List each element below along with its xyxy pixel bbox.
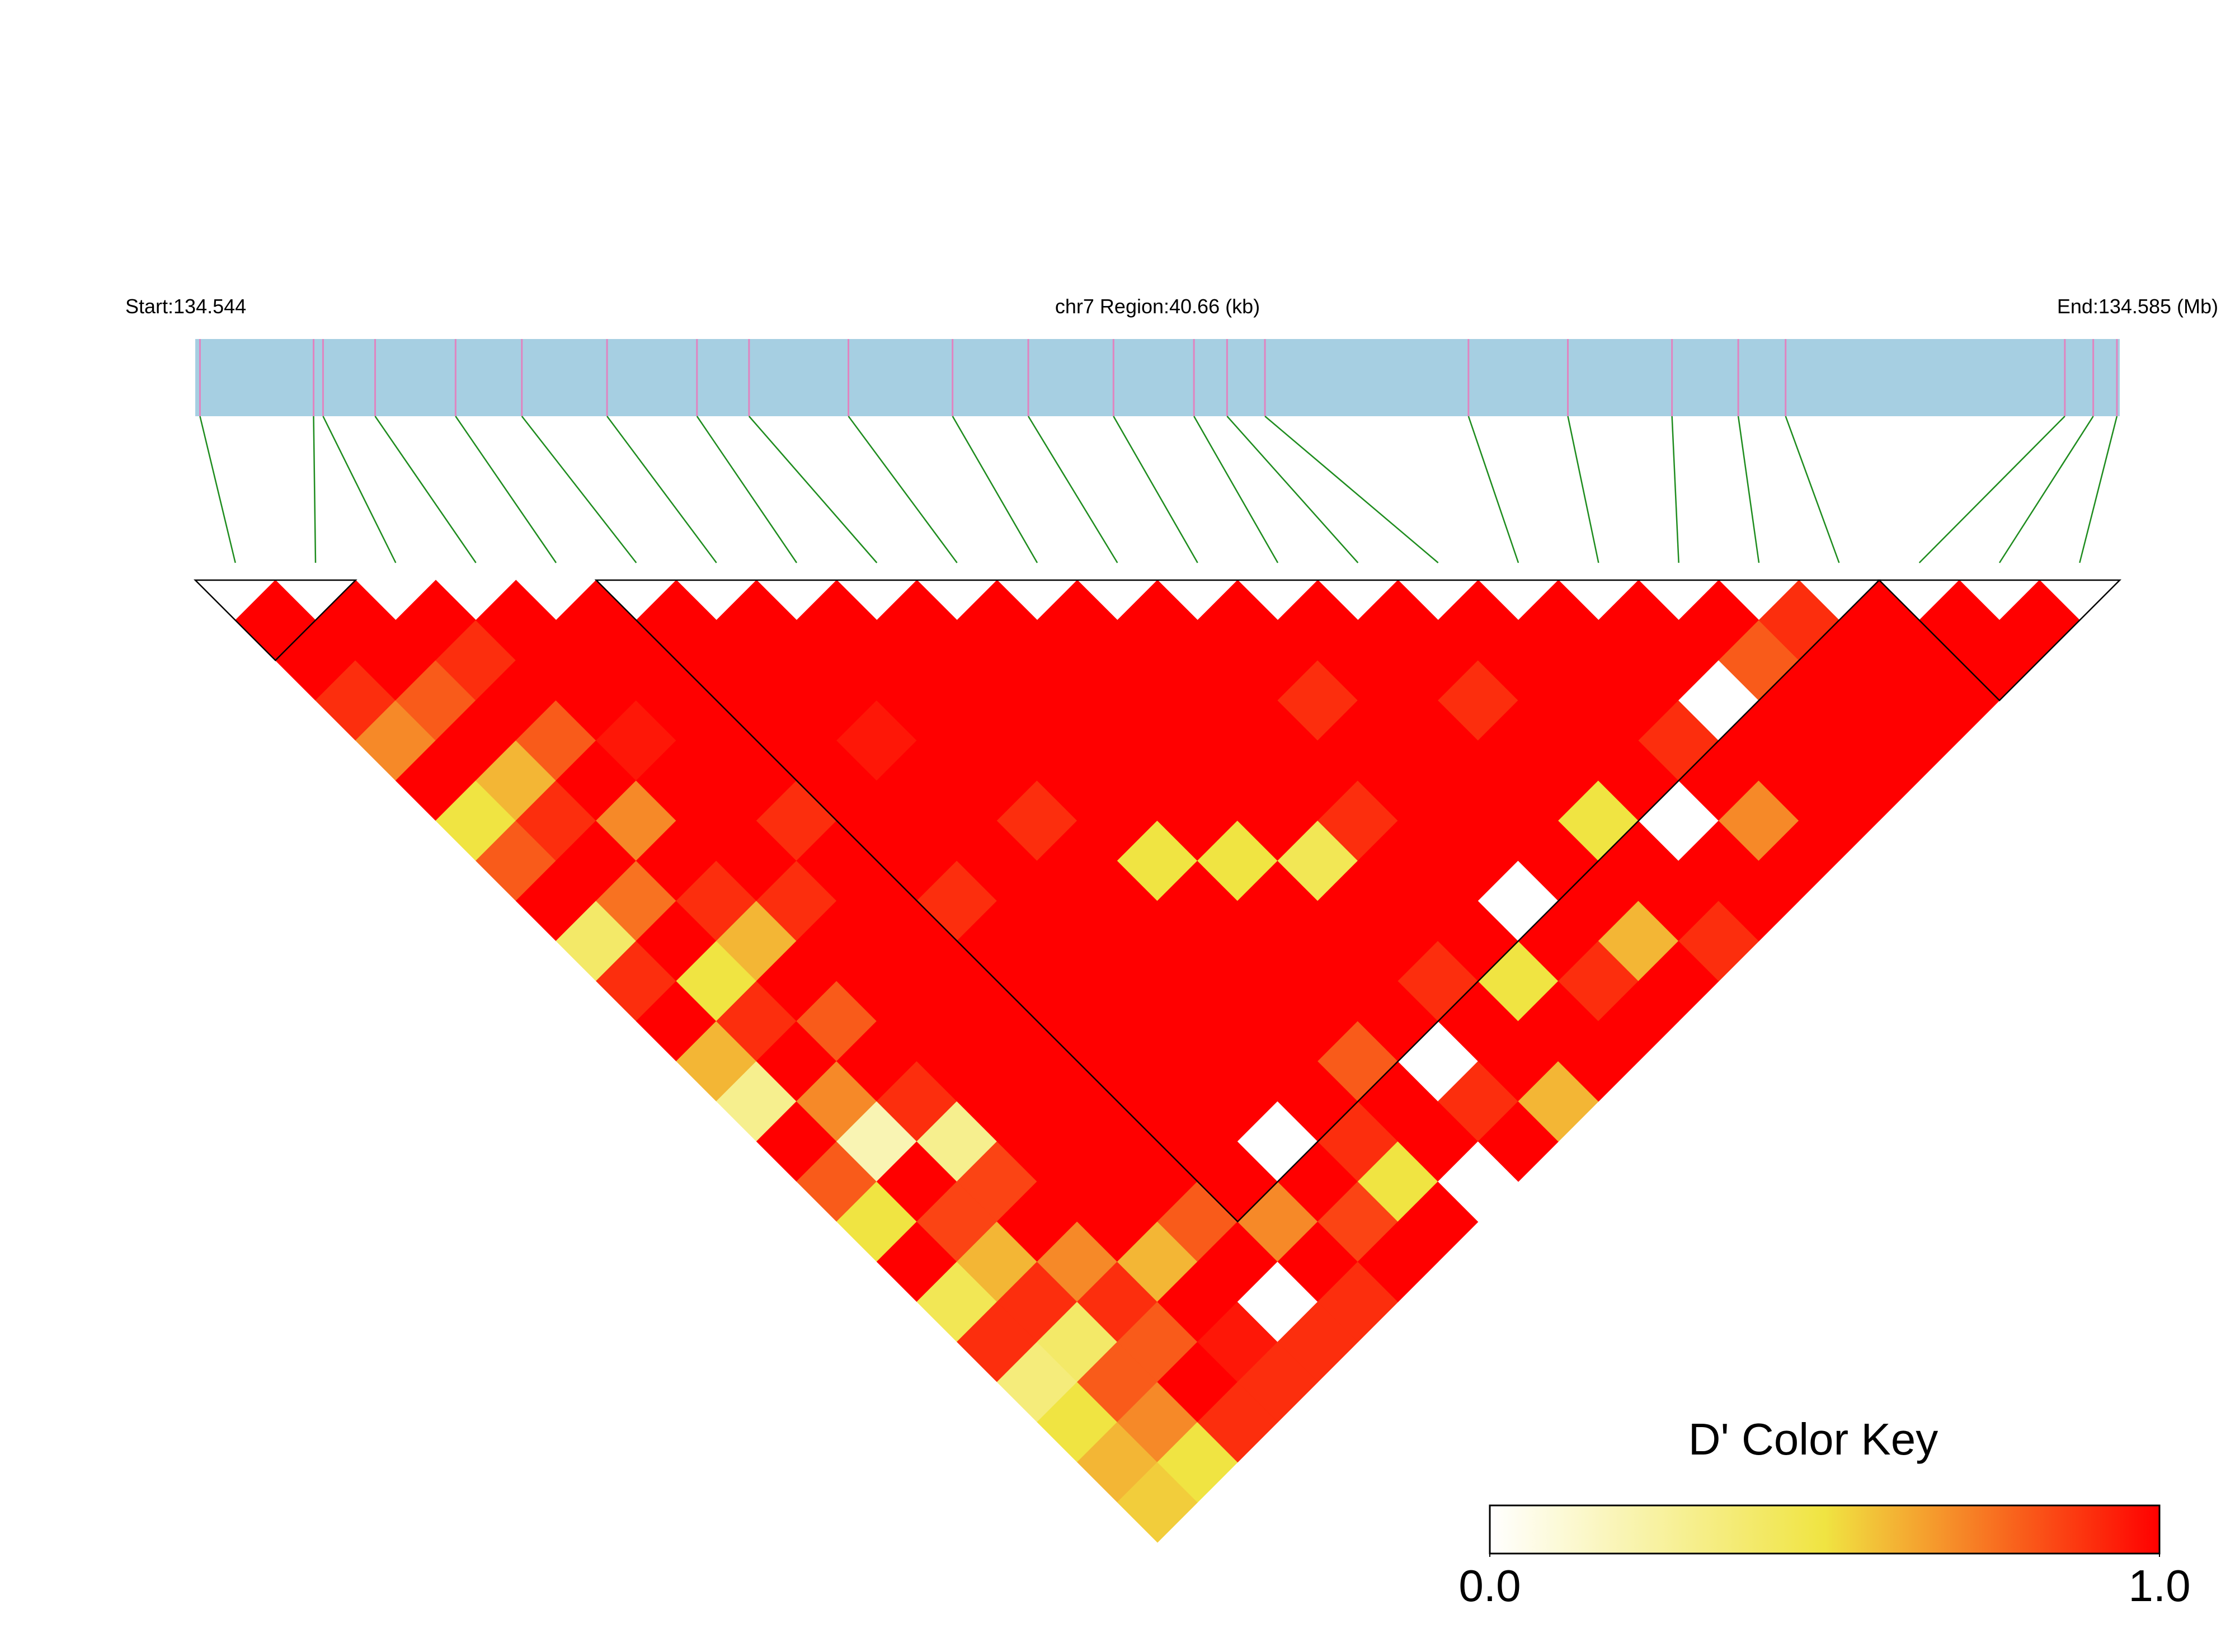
snp-link [455,416,557,563]
snp-link [1226,416,1359,563]
snp-link [322,416,397,563]
snp-link [1264,416,1439,563]
snp-link [848,416,958,563]
ld-block [193,579,357,662]
snp-link [748,416,878,563]
snp-link [606,416,717,563]
key-tick-label: 0.0 [1458,1561,1521,1611]
snp-link [2079,416,2118,563]
key-tick-label: 1.0 [2128,1561,2190,1611]
region-label: chr7 Region:40.66 (kb) [1055,295,1260,318]
snp-link [952,416,1038,563]
key-title: D' Color Key [1688,1414,1938,1464]
snp-link [1193,416,1279,563]
snp-link [1998,416,2094,563]
snp-link [313,416,317,563]
position-bar [195,339,2120,416]
ld-block [594,579,1881,1223]
snp-link [199,416,236,563]
snp-link [1027,416,1118,563]
snp-link [1671,416,1679,563]
snp-link [1785,416,1840,563]
ld-block [1877,579,2122,702]
color-key [1489,1504,2161,1555]
end-label: End:134.585 (Mb) [2057,295,2218,318]
start-label: Start:134.544 [125,295,246,318]
snp-link [1467,416,1519,563]
snp-link [1567,416,1599,563]
snp-link [696,416,798,563]
snp-link [1918,416,2065,563]
snp-link [1737,416,1760,563]
snp-link [374,416,477,563]
snp-link [521,416,637,563]
snp-link [1113,416,1198,563]
